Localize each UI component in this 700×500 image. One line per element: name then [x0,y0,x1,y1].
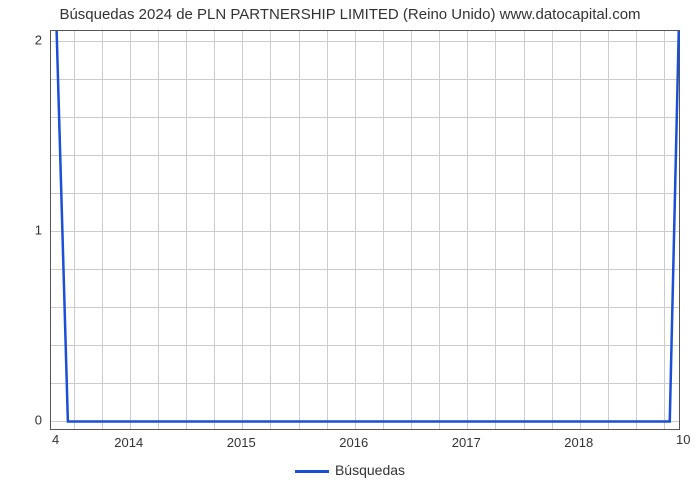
chart-title: Búsquedas 2024 de PLN PARTNERSHIP LIMITE… [0,0,700,23]
corner-label-bottom-left: 4 [52,432,59,447]
x-tick-label: 2016 [339,435,368,450]
x-tick-label: 2014 [114,435,143,450]
legend-label: Búsquedas [335,462,405,478]
chart-area: 012 20142015201620172018 4 10 [50,30,680,430]
legend-swatch [295,470,329,473]
legend: Búsquedas [0,462,700,478]
x-tick-label: 2015 [227,435,256,450]
x-tick-label: 2018 [564,435,593,450]
corner-label-bottom-right: 10 [676,432,690,447]
y-tick-label: 2 [22,32,42,47]
y-tick-label: 1 [22,223,42,238]
y-tick-label: 0 [22,413,42,428]
x-tick-label: 2017 [452,435,481,450]
plot-area [50,30,680,430]
line-series [51,31,681,431]
